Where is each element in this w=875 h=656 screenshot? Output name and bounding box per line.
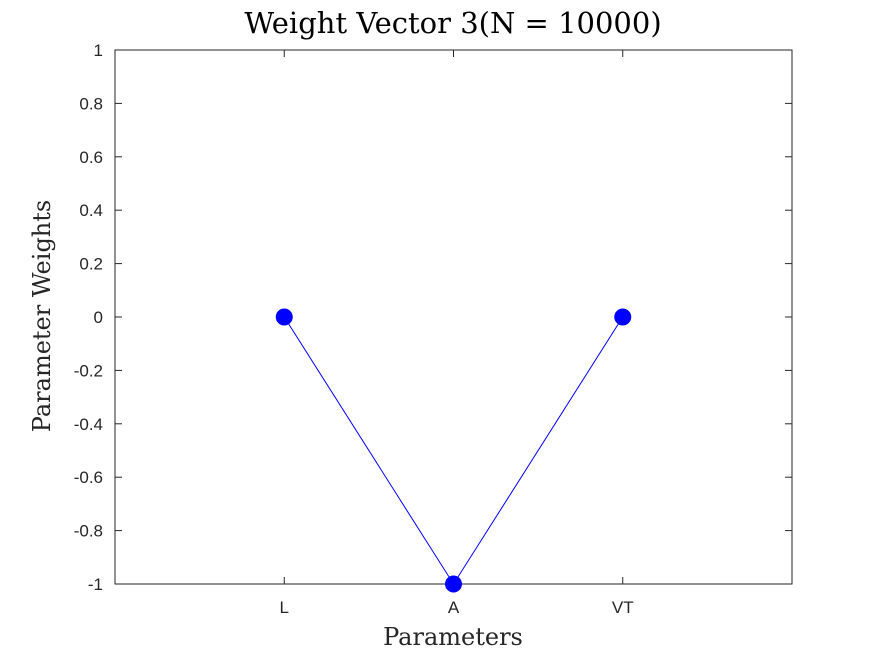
- data-point: [614, 308, 632, 326]
- data-point: [445, 575, 462, 593]
- plot-area: 1 0.8 0.6 0.4 0.2 0 -0.2 -0.4 -0.6 -0.8 -1 L A VT: [74, 41, 793, 617]
- y-tick-label: -0.4: [74, 415, 103, 434]
- axes-box: [114, 49, 793, 585]
- x-tick-label: L: [280, 598, 289, 617]
- y-tick-label: -0.2: [74, 361, 103, 380]
- y-tick-label: -0.6: [74, 468, 103, 487]
- y-tick-label: 0.2: [79, 255, 103, 274]
- x-tick-label: VT: [612, 598, 634, 617]
- y-tick-label: 0.8: [79, 94, 103, 113]
- y-tick-label: 1: [94, 41, 103, 60]
- y-tick-label: 0.6: [79, 148, 103, 167]
- y-tick-label: 0: [94, 308, 103, 327]
- data-point: [275, 308, 293, 326]
- y-axis-label: Parameter Weights: [28, 200, 56, 432]
- ticks-layer: 1 0.8 0.6 0.4 0.2 0 -0.2 -0.4 -0.6 -0.8 -1 L A VT: [74, 41, 792, 617]
- x-axis-label: Parameters: [383, 623, 523, 651]
- x-tick-label: A: [448, 598, 460, 617]
- y-tick-label: -1: [88, 575, 103, 594]
- y-tick-label: -0.8: [74, 522, 103, 541]
- chart-title: Weight Vector 3(N = 10000): [244, 6, 661, 40]
- series-layer: [275, 308, 632, 593]
- y-tick-label: 0.4: [79, 201, 103, 220]
